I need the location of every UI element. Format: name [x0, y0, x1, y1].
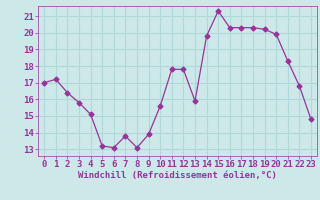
X-axis label: Windchill (Refroidissement éolien,°C): Windchill (Refroidissement éolien,°C): [78, 171, 277, 180]
